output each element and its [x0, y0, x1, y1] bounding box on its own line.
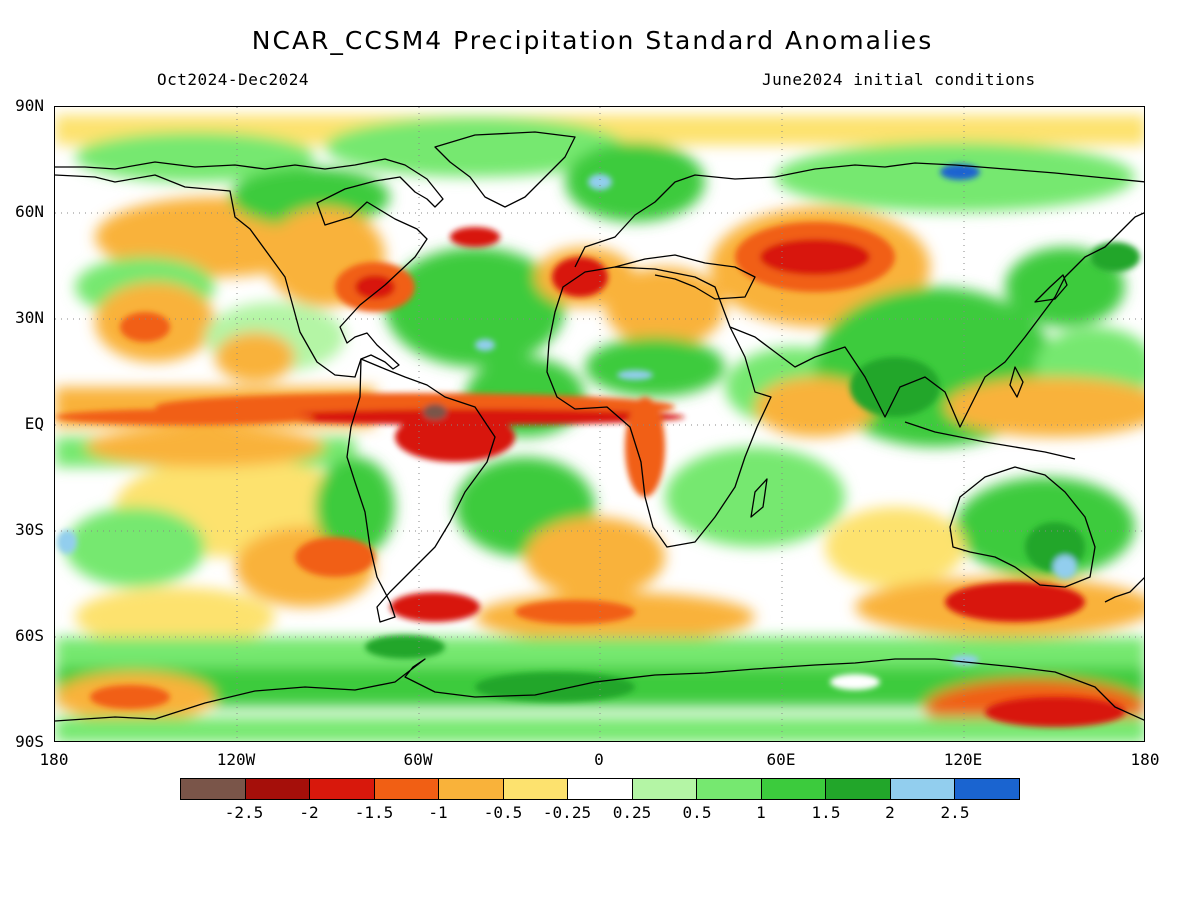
anomaly-field-cores	[55, 164, 1140, 727]
colorbar-label: 2	[885, 803, 895, 822]
lat-label-30s: 30S	[15, 520, 44, 539]
colorbar-cell	[503, 779, 569, 799]
colorbar-label: 1.5	[811, 803, 841, 822]
colorbar-label: 0.5	[682, 803, 712, 822]
colorbar-label: -2	[299, 803, 319, 822]
lat-label-90n: 90N	[15, 96, 44, 115]
colorbar-label: -1	[428, 803, 448, 822]
lat-label-60n: 60N	[15, 202, 44, 221]
colorbar-label: 2.5	[940, 803, 970, 822]
initial-conditions-label: June2024 initial conditions	[762, 70, 1036, 89]
lon-label-0: 0	[594, 750, 604, 769]
map-title: NCAR_CCSM4 Precipitation Standard Anomal…	[251, 26, 934, 55]
colorbar-label: -0.25	[542, 803, 592, 822]
colorbar-cell	[181, 779, 246, 799]
lat-label-eq: EQ	[24, 414, 44, 433]
colorbar-cell	[245, 779, 311, 799]
colorbar-cell	[761, 779, 827, 799]
lon-label-60e: 60E	[766, 750, 796, 769]
lon-label-180w: 180	[39, 750, 69, 769]
lon-label-120e: 120E	[943, 750, 983, 769]
graticule	[55, 107, 1144, 741]
lon-label-60w: 60W	[403, 750, 433, 769]
colorbar	[180, 778, 1020, 800]
colorbar-cell	[374, 779, 440, 799]
colorbar-cell	[439, 779, 504, 799]
colorbar-cell	[826, 779, 891, 799]
colorbar-label: -1.5	[354, 803, 394, 822]
colorbar-label: -2.5	[224, 803, 264, 822]
colorbar-cell	[955, 779, 1019, 799]
valid-period-label: Oct2024-Dec2024	[157, 70, 309, 89]
lon-label-120w: 120W	[216, 750, 256, 769]
colorbar-cell	[310, 779, 375, 799]
colorbar-cell	[890, 779, 956, 799]
lon-label-180e: 180	[1130, 750, 1160, 769]
colorbar-cell	[568, 779, 633, 799]
lat-label-60s: 60S	[15, 626, 44, 645]
coastlines	[55, 131, 1144, 722]
anomaly-map	[54, 106, 1145, 742]
colorbar-label: 1	[756, 803, 766, 822]
colorbar-cell	[632, 779, 698, 799]
colorbar-cell	[697, 779, 762, 799]
colorbar-label: 0.25	[612, 803, 652, 822]
lat-label-90s: 90S	[15, 732, 44, 751]
colorbar-label: -0.5	[483, 803, 523, 822]
lat-label-30n: 30N	[15, 308, 44, 327]
